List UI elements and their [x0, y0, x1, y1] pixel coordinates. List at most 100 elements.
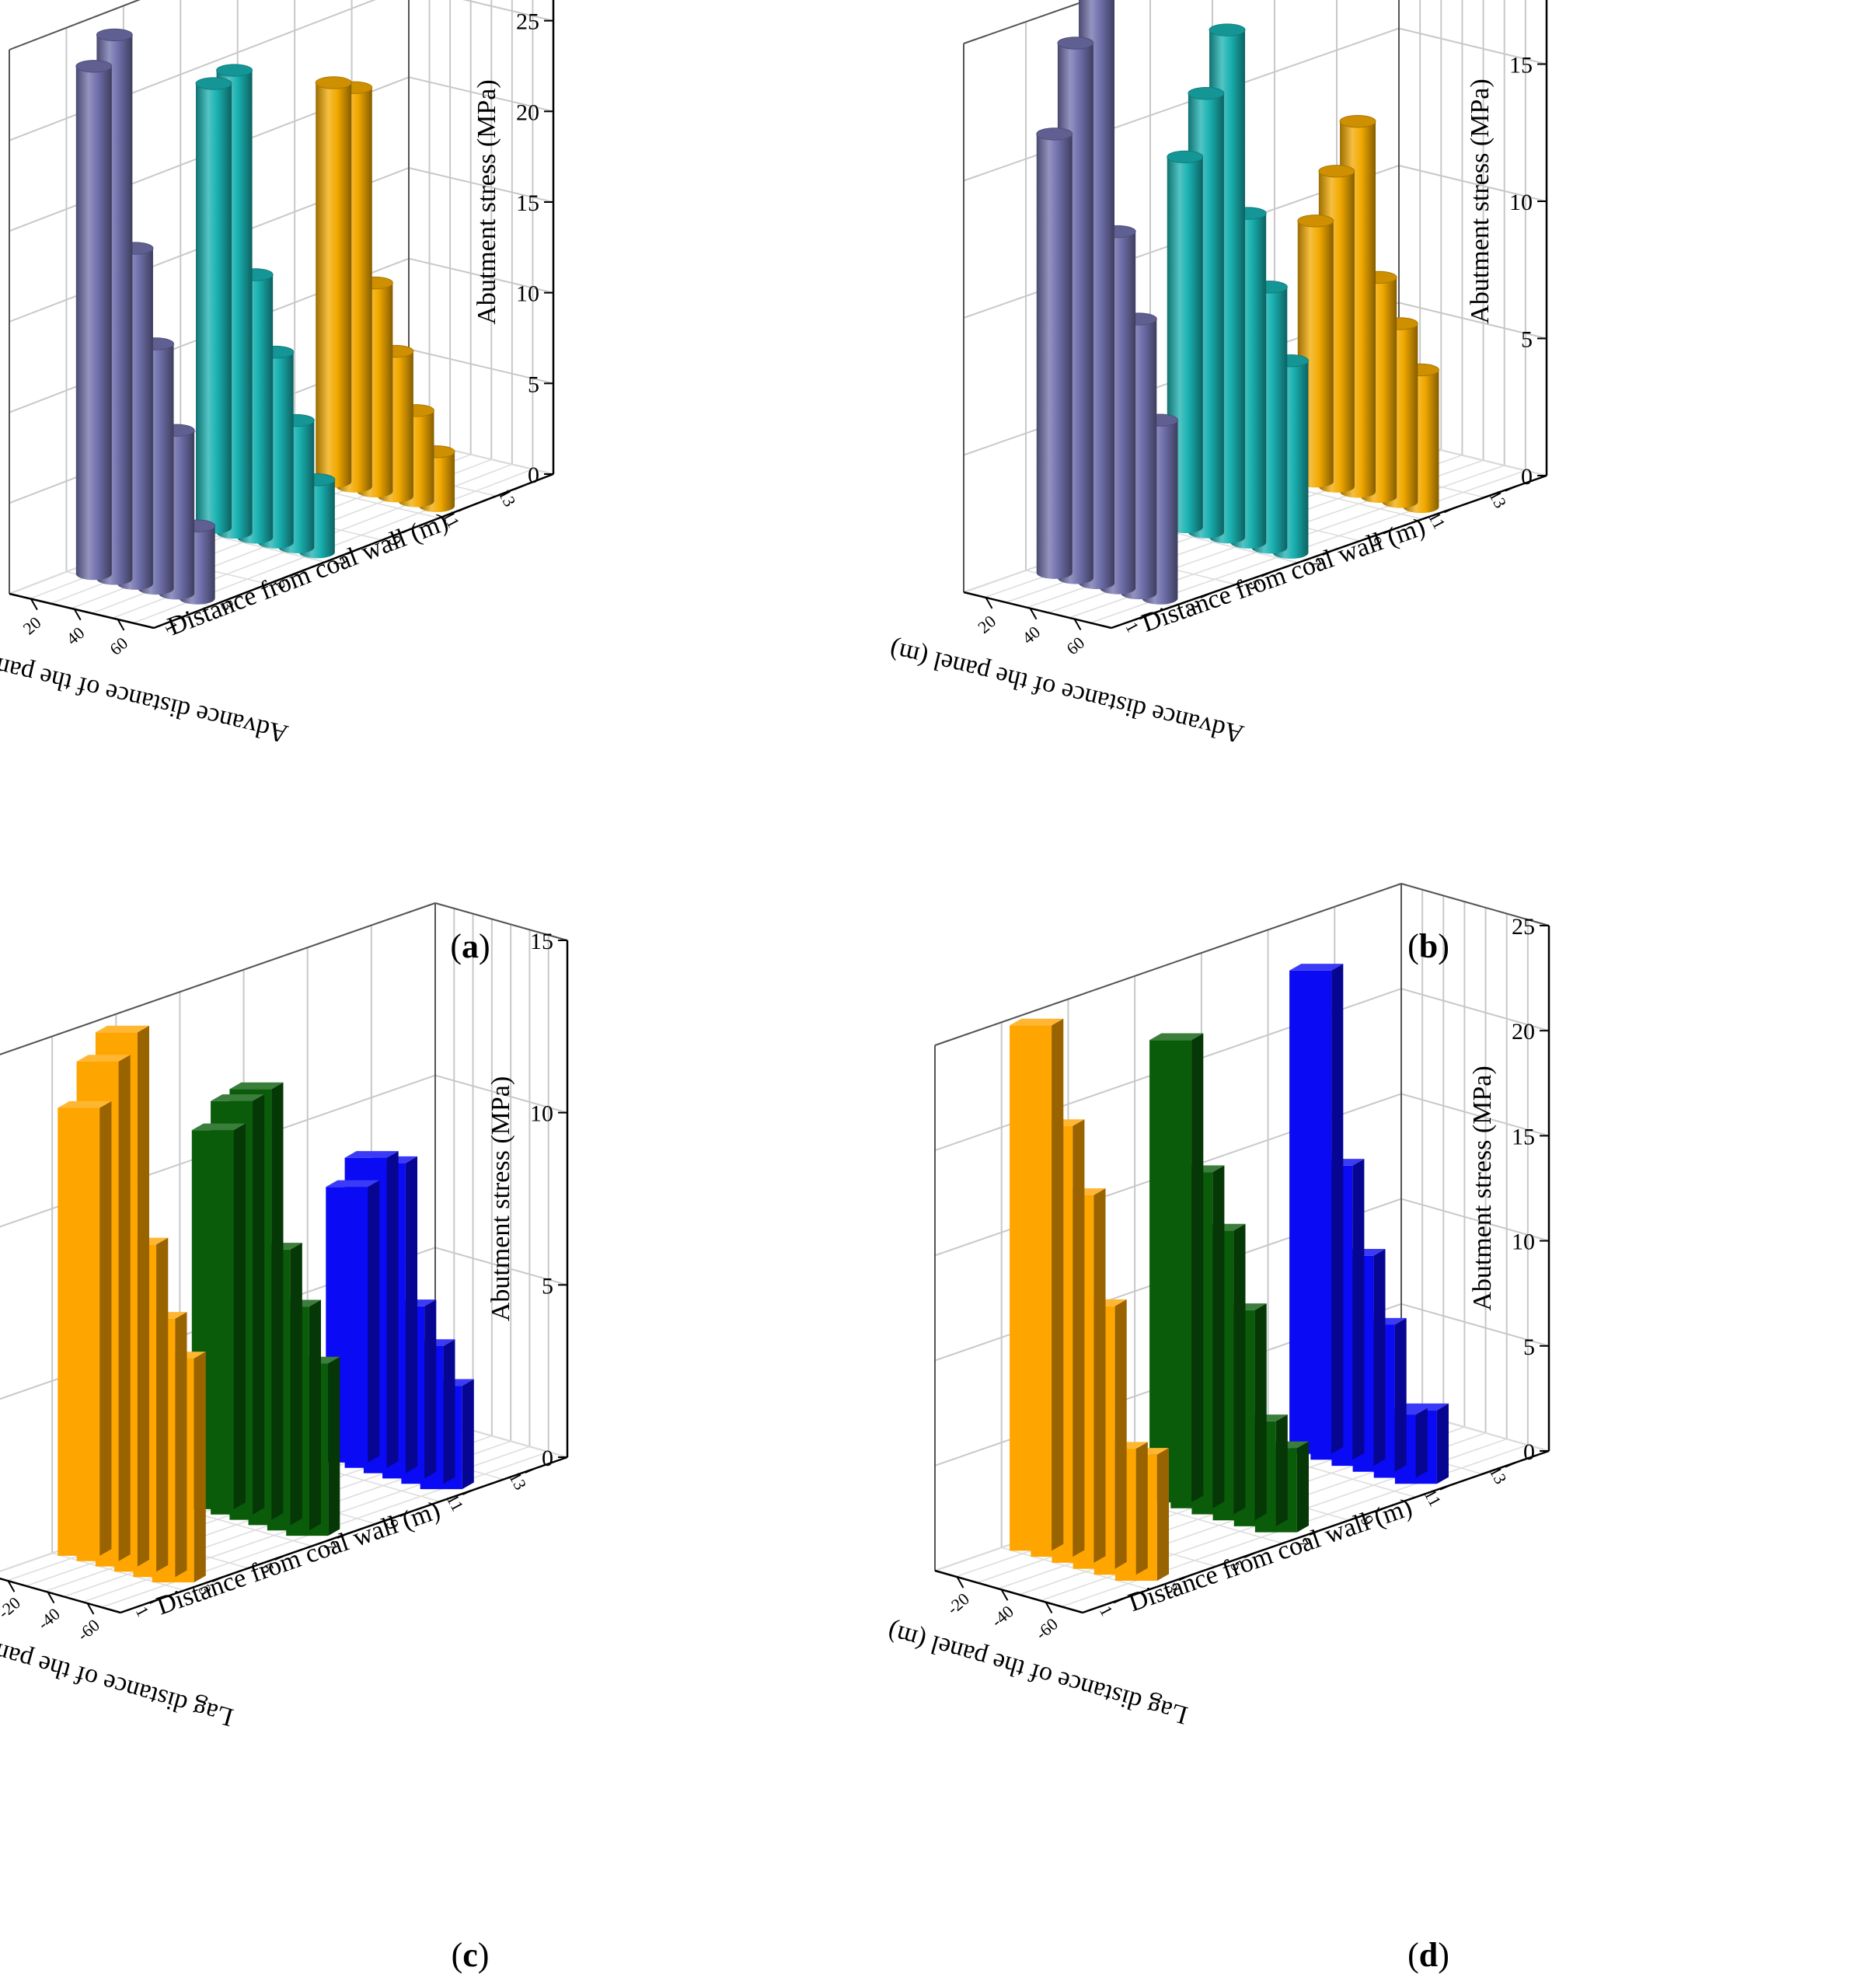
z-tick-label: 0: [542, 1446, 553, 1471]
panel-d-letter: d: [1419, 1936, 1438, 1974]
bars: [58, 1025, 474, 1583]
bar-front: [1149, 1040, 1192, 1502]
y-tick: [30, 598, 38, 611]
panel-a: 051015202530Abutment stress (MPa)1311975…: [0, 0, 555, 748]
panel-b-letter: b: [1419, 927, 1438, 965]
bar-body: [316, 82, 352, 488]
y-tick: [1073, 619, 1082, 630]
bar-side: [233, 1123, 246, 1509]
grid-line: [462, 0, 554, 22]
bar-side: [1233, 1223, 1246, 1515]
bar-side: [328, 1356, 340, 1536]
grid-line: [408, 167, 554, 203]
grid-line: [51, 1552, 185, 1592]
bar-front: [58, 1107, 100, 1556]
y-tick: [73, 609, 82, 621]
bar-side: [386, 1151, 399, 1468]
z-tick-label: 15: [516, 190, 539, 216]
bar-top: [1010, 1018, 1064, 1026]
bar-side: [253, 1094, 265, 1515]
bar-side: [1254, 1303, 1267, 1521]
bars: [1036, 0, 1439, 605]
y-axis-line: [9, 592, 155, 630]
bar-body: [75, 66, 112, 581]
z-axis: 05101520Abutment stress (MPa): [1466, 53, 1547, 490]
panel-b: 05101520Abutment stress (MPa)131197531Di…: [887, 0, 1548, 748]
bar-top: [191, 1123, 246, 1131]
frame-line: [934, 883, 1402, 1046]
bar-top: [1188, 87, 1225, 100]
z-tick-label: 20: [1512, 1019, 1535, 1045]
bar-side: [156, 1237, 169, 1572]
grid-line: [963, 27, 1400, 182]
panel-a-letter: a: [462, 927, 479, 965]
z-axis-title: Abutment stress (MPa): [1466, 78, 1495, 323]
z-tick-label: 20: [516, 99, 539, 125]
bar--60-1: [1010, 1018, 1064, 1551]
bar-top: [315, 76, 352, 89]
bar-side: [194, 1351, 206, 1583]
y-axis-line: [0, 1577, 121, 1614]
bar-side: [271, 1082, 284, 1520]
bar-top: [1057, 37, 1094, 50]
grid-line: [408, 257, 554, 294]
bar-top: [1318, 165, 1355, 178]
bar-side: [1191, 1033, 1204, 1502]
z-tick-label: 5: [1521, 327, 1533, 353]
bar-top: [76, 1055, 131, 1062]
bar-side: [405, 1156, 417, 1474]
bar-front: [1010, 1025, 1052, 1551]
grid-line: [1398, 27, 1547, 65]
bar-top: [96, 28, 133, 42]
x-axis-line: [1111, 474, 1547, 630]
frame-line: [434, 902, 568, 941]
bar-top: [1149, 1033, 1204, 1041]
frame-line: [0, 902, 436, 1055]
z-tick-label: 10: [1509, 190, 1533, 215]
grid-line: [9, 0, 376, 141]
z-tick-label: 10: [516, 281, 539, 307]
bar-top: [58, 1100, 112, 1108]
y-tick: [1045, 1602, 1053, 1613]
z-axis: 051015202530Abutment stress (MPa): [473, 9, 553, 488]
z-tick-label: 15: [1509, 53, 1533, 78]
bar-side: [175, 1312, 187, 1578]
bar-side: [1436, 1403, 1449, 1484]
x-axis-line: [120, 1456, 568, 1614]
bar-side: [1073, 1119, 1085, 1557]
panel-d-caption: (d): [1407, 1936, 1449, 1974]
grid-line: [434, 1247, 568, 1286]
bars: [1010, 964, 1449, 1581]
bar-top: [1289, 964, 1344, 971]
grid-line: [1398, 302, 1547, 340]
bar-top: [1036, 127, 1073, 141]
z-tick-label: 5: [528, 371, 539, 397]
bar--20-1: [1289, 964, 1344, 1454]
z-axis-title: Abutment stress (MPa): [487, 1076, 515, 1321]
grid-line: [434, 1074, 568, 1114]
y-tick: [956, 1576, 964, 1589]
bar-body: [196, 83, 232, 534]
y-tick: [86, 1603, 95, 1615]
y-tick: [7, 1580, 16, 1592]
bar-top: [1209, 23, 1246, 37]
y-tick: [47, 1592, 55, 1604]
bar-side: [118, 1055, 131, 1561]
z-tick-label: 15: [1512, 1124, 1535, 1149]
z-tick-label: 0: [528, 462, 539, 488]
bar-top: [75, 60, 113, 73]
grid-line: [1400, 1093, 1550, 1137]
x-axis-line: [1082, 1449, 1550, 1614]
panel-c-letter: c: [462, 1936, 478, 1974]
z-tick-label: 0: [1523, 1439, 1535, 1465]
panel-c-caption: (c): [452, 1936, 490, 1974]
bar-20-1: [1036, 127, 1073, 579]
z-tick-label: 5: [1523, 1334, 1535, 1360]
bar-top: [326, 1180, 380, 1188]
bar-top: [229, 1082, 284, 1090]
bar-side: [1373, 1249, 1386, 1467]
bar-side: [1331, 964, 1344, 1454]
